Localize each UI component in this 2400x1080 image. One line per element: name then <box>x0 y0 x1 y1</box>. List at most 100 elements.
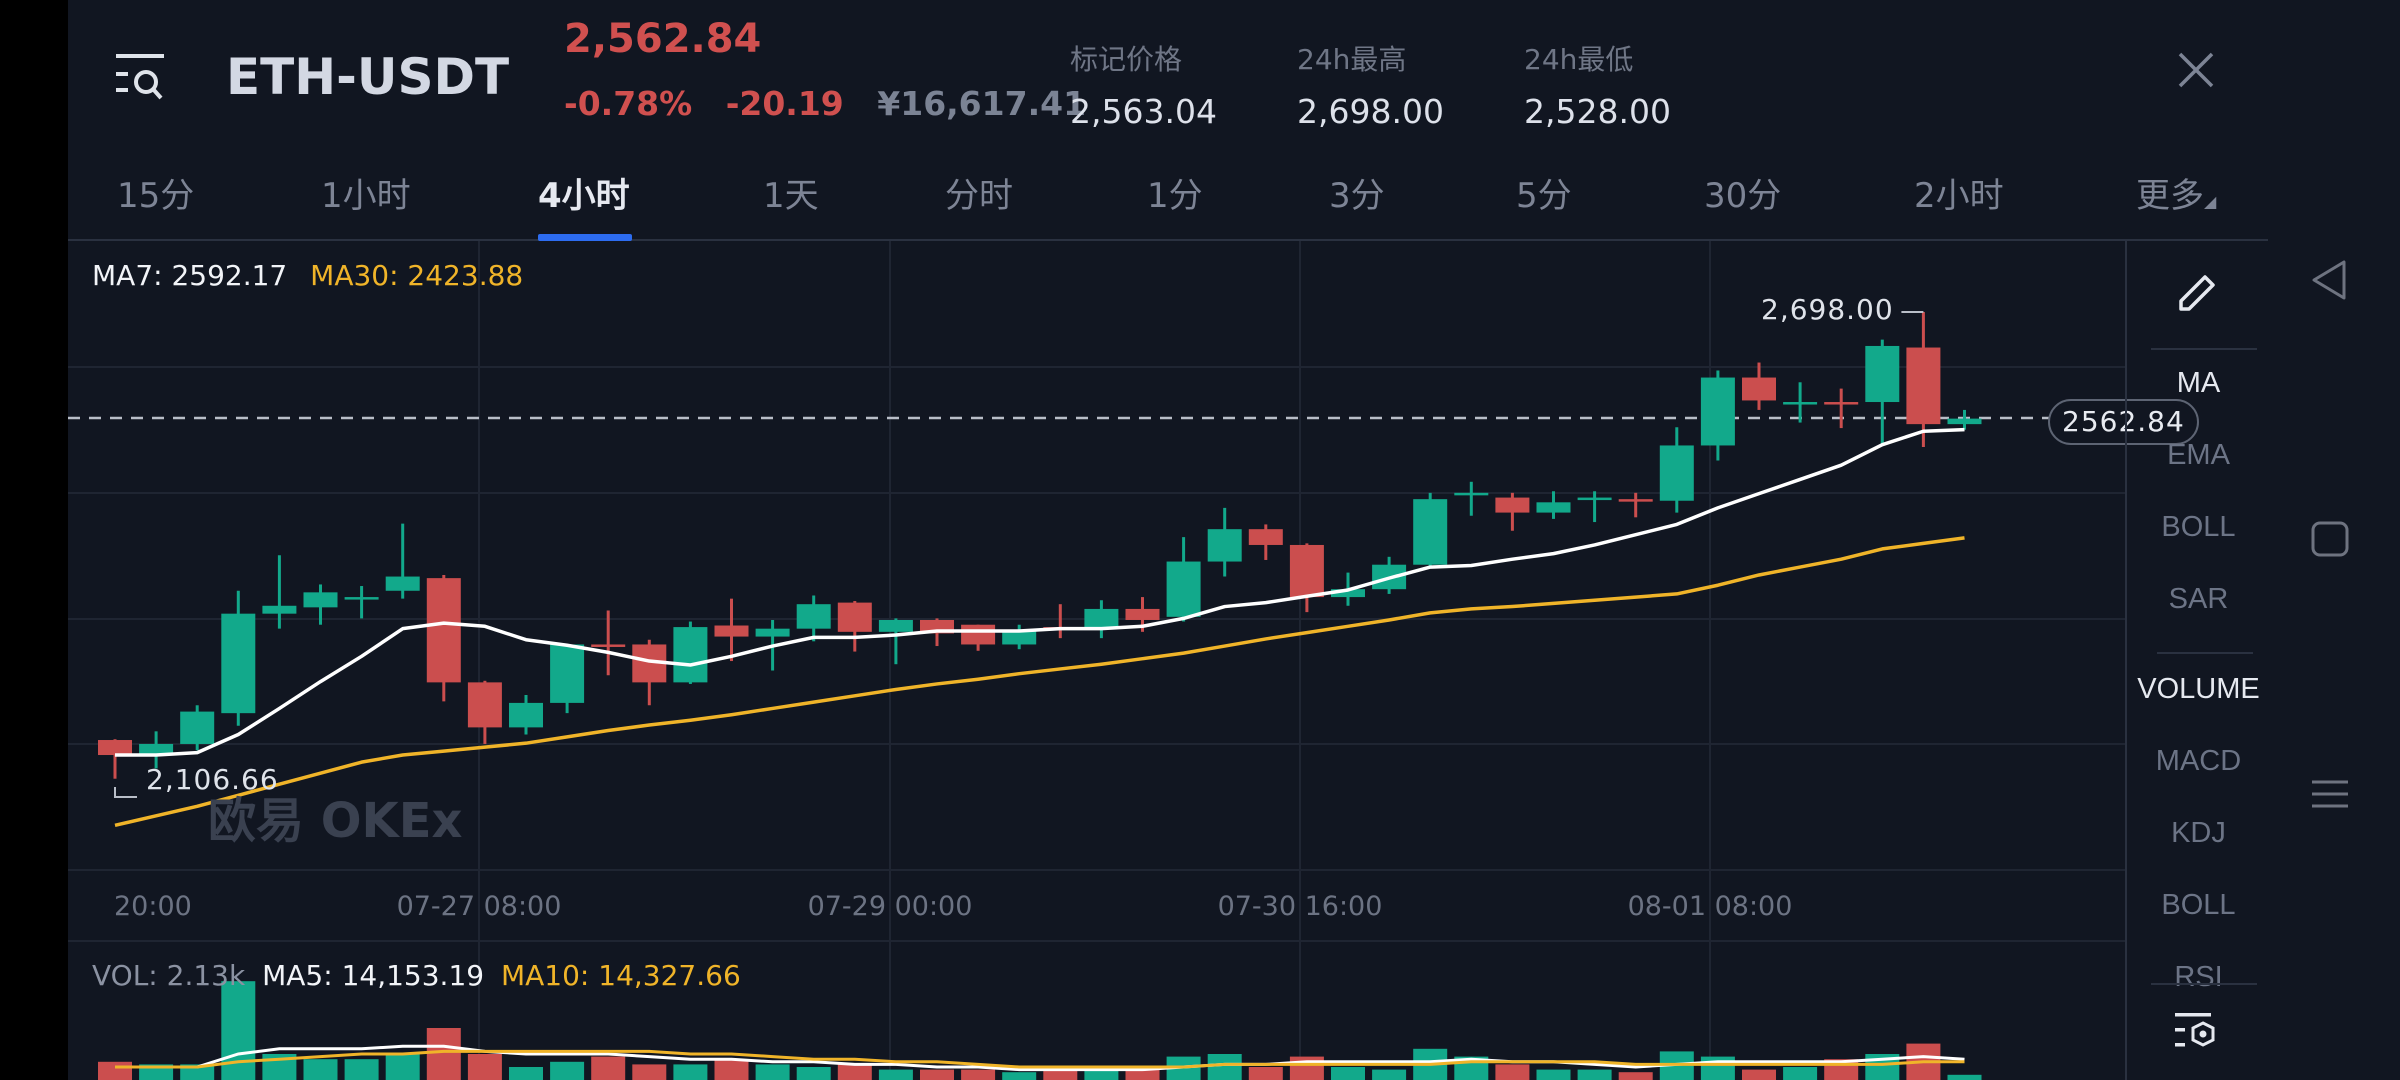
tab-1m[interactable]: 1分 <box>1147 176 1203 216</box>
current-price-tag[interactable]: 2562.84 <box>2048 399 2199 445</box>
volume-bar <box>1577 1069 1612 1080</box>
indicator-settings-icon[interactable] <box>2173 1011 2221 1051</box>
trading-pair[interactable]: ETH-USDT <box>226 48 510 106</box>
tab-5m[interactable]: 5分 <box>1516 176 1572 216</box>
volume-bar <box>550 1061 585 1080</box>
candle-body <box>1659 445 1694 501</box>
candle-body <box>1248 529 1283 545</box>
vol-ma10-line <box>115 1049 1965 1069</box>
close-icon[interactable] <box>2174 48 2218 92</box>
volume-bar <box>426 1028 461 1080</box>
volume-bar <box>755 1064 790 1080</box>
candle-body <box>1002 630 1037 645</box>
active-tab-indicator <box>538 234 632 241</box>
menu-search-icon[interactable] <box>114 52 168 102</box>
candle-body <box>509 702 543 728</box>
candle-body <box>221 613 256 714</box>
tab-15m[interactable]: 15分 <box>117 176 195 216</box>
ticker-header: ETH-USDT 2,562.84 -0.78% -20.19 ¥16,617.… <box>68 0 2268 150</box>
change-percent: -0.78% <box>564 84 693 123</box>
vol-ma10-value: MA10: 14,327.66 <box>500 959 741 992</box>
volume-bar <box>1289 1056 1324 1080</box>
candle-body <box>1207 529 1242 562</box>
candle-body <box>591 644 626 647</box>
candle-body <box>385 576 420 591</box>
divider <box>2151 983 2257 985</box>
volume-bar <box>961 1069 996 1080</box>
candle-body <box>878 619 913 632</box>
tab-30m[interactable]: 30分 <box>1704 176 1782 216</box>
recents-icon[interactable] <box>2310 776 2350 816</box>
candle-body <box>755 628 790 637</box>
indicator-rsi[interactable]: RSI <box>2174 961 2223 991</box>
candle-body <box>262 605 297 614</box>
volume-bar <box>509 1067 543 1080</box>
tab-more-label: 更多 <box>2136 176 2204 216</box>
volume-bar <box>467 1054 502 1080</box>
stat-24h-high: 24h最高 2,698.00 <box>1297 38 1444 131</box>
ma30-value: MA30: 2423.88 <box>310 259 524 292</box>
candle-body <box>1824 402 1859 405</box>
stat-label: 24h最高 <box>1297 43 1407 76</box>
x-tick: 08-01 08:00 <box>1627 891 1793 922</box>
indicator-boll[interactable]: BOLL <box>2161 511 2236 543</box>
back-icon[interactable] <box>2310 258 2350 302</box>
candle-body <box>550 644 585 703</box>
volume-bar <box>385 1054 420 1080</box>
vol-ma5-value: MA5: 14,153.19 <box>262 959 485 992</box>
vol-value: VOL: 2.13k <box>92 959 246 992</box>
volume-bar <box>1331 1067 1365 1080</box>
volume-bar <box>837 1064 872 1080</box>
candlestick-canvas[interactable] <box>68 241 2125 1080</box>
candle-body <box>1125 608 1160 620</box>
volume-bar <box>1495 1064 1530 1080</box>
candle-body <box>796 604 831 629</box>
divider <box>2151 348 2257 350</box>
candle-body <box>1495 497 1530 513</box>
stat-value: 2,698.00 <box>1297 92 1444 131</box>
low-marker-line <box>114 786 137 798</box>
tab-3m[interactable]: 3分 <box>1329 176 1385 216</box>
indicator-macd[interactable]: MACD <box>2155 745 2242 777</box>
tab-2h[interactable]: 2小时 <box>1914 176 2004 216</box>
divider <box>2157 652 2253 654</box>
candle-body <box>180 711 215 744</box>
high-marker-label: 2,698.00 <box>1761 293 1894 326</box>
home-icon[interactable] <box>2310 520 2350 560</box>
ma30-line <box>114 536 1965 828</box>
tab-timeline[interactable]: 分时 <box>945 176 1013 216</box>
pencil-icon[interactable] <box>2175 269 2221 315</box>
cny-price: ¥16,617.41 <box>877 84 1087 123</box>
x-tick: 07-29 00:00 <box>807 891 973 922</box>
candle-body <box>673 627 708 683</box>
volume-bar <box>591 1056 626 1080</box>
indicator-ma[interactable]: MA <box>2176 367 2221 399</box>
candle-body <box>714 625 749 637</box>
volume-bar <box>1536 1069 1571 1080</box>
kline-chart[interactable]: 欧易 OKEx MA7: 2592.17 MA30: 2423.88 2,698… <box>68 241 2199 1080</box>
okex-watermark: 欧易 OKEx <box>208 793 463 849</box>
indicator-volume[interactable]: VOLUME <box>2137 673 2260 705</box>
stat-24h-low: 24h最低 2,528.00 <box>1524 38 1671 131</box>
candle-body <box>98 740 132 756</box>
candle-body <box>1331 589 1365 598</box>
tab-1d[interactable]: 1天 <box>763 176 819 216</box>
tab-more[interactable]: 更多◢ <box>2136 168 2216 217</box>
ma-legend: MA7: 2592.17 MA30: 2423.88 <box>92 259 523 292</box>
indicator-ema[interactable]: EMA <box>2167 439 2230 471</box>
tab-4h[interactable]: 4小时 <box>538 176 630 216</box>
volume-bar <box>673 1064 708 1080</box>
candle-body <box>837 602 872 632</box>
candle-body <box>1783 402 1818 405</box>
interval-tabs: 15分 1小时 4小时 1天 分时 1分 3分 5分 30分 2小时 更多◢ <box>68 150 2268 241</box>
candle-body <box>1166 561 1201 617</box>
system-nav-bar <box>2268 0 2400 1080</box>
tab-1h[interactable]: 1小时 <box>321 176 411 216</box>
indicator-kdj[interactable]: KDJ <box>2171 817 2226 849</box>
indicator-sar[interactable]: SAR <box>2168 583 2229 615</box>
indicator-boll-sub[interactable]: BOLL <box>2161 889 2236 921</box>
volume-bar <box>920 1069 954 1080</box>
volume-bar <box>1618 1072 1653 1080</box>
volume-bar <box>1947 1074 1982 1080</box>
volume-bar <box>878 1069 913 1080</box>
